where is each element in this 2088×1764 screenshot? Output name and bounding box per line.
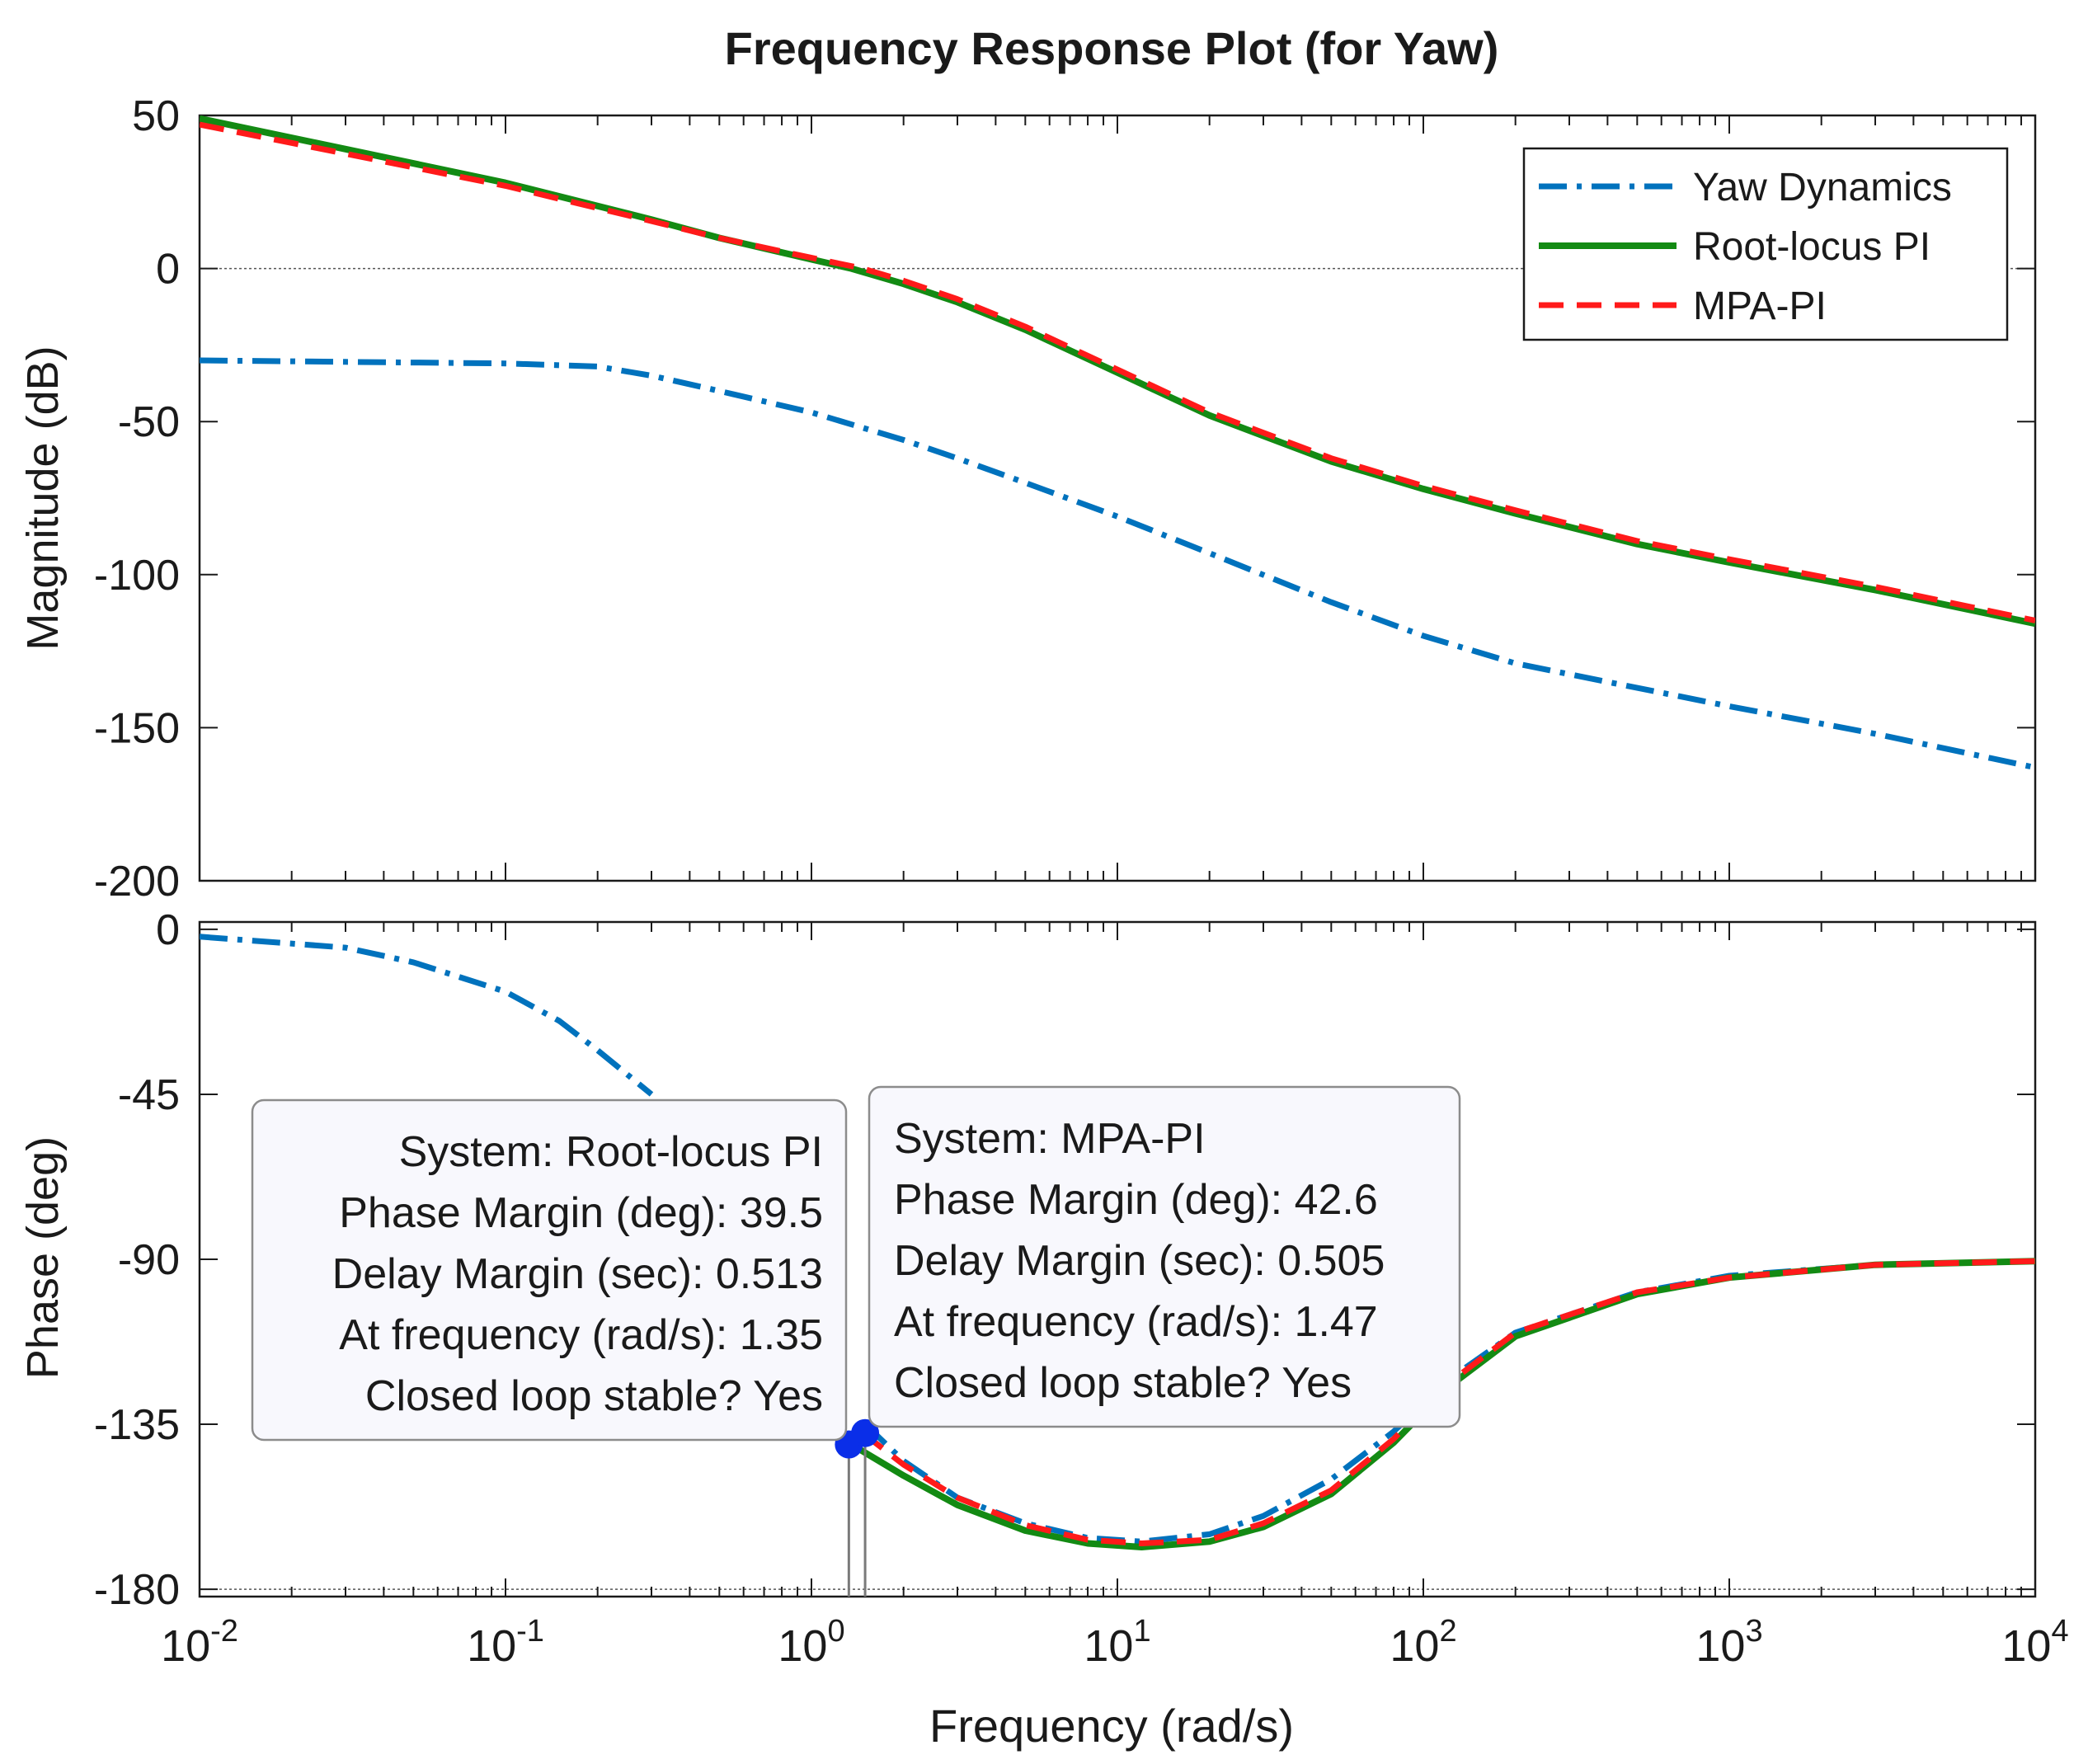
y-tick-label: -150 — [94, 704, 180, 752]
series-line-mpa — [200, 121, 2035, 623]
y-tick-label: 50 — [132, 92, 180, 140]
datatip-line: Closed loop stable? Yes — [894, 1359, 1352, 1407]
y-tick-label: -200 — [94, 858, 180, 906]
datatip-box[interactable] — [868, 1085, 1461, 1428]
y-tick-label: -180 — [94, 1566, 180, 1614]
datatip-line: At frequency (rad/s): 1.35 — [339, 1311, 823, 1359]
datatip-line: Closed loop stable? Yes — [365, 1372, 823, 1420]
x-tick-label: 100 — [778, 1614, 844, 1671]
y-axis-label-phase: Phase (deg) — [18, 1136, 68, 1379]
x-tick-label: 102 — [1390, 1614, 1456, 1671]
series-line-yaw — [200, 934, 654, 1097]
datatip-line: Delay Margin (sec): 0.513 — [332, 1250, 823, 1298]
datatip-line: System: MPA-PI — [894, 1115, 1206, 1163]
y-tick-label: -135 — [94, 1401, 180, 1449]
legend-label-rootlocus: Root-locus PI — [1693, 225, 1930, 269]
datatip-line: Delay Margin (sec): 0.505 — [894, 1237, 1385, 1285]
x-tick-label: 104 — [2001, 1614, 2068, 1671]
x-tick-label: 10-2 — [161, 1614, 238, 1671]
legend-label-yaw: Yaw Dynamics — [1693, 166, 1952, 209]
datatip-line: System: Root-locus PI — [399, 1128, 823, 1176]
x-tick-label: 10-1 — [467, 1614, 544, 1671]
x-tick-label: 103 — [1695, 1614, 1762, 1671]
y-tick-label: -90 — [118, 1236, 180, 1284]
datatip-line: Phase Margin (deg): 39.5 — [339, 1189, 823, 1237]
datatip-line: At frequency (rad/s): 1.47 — [894, 1298, 1378, 1346]
phase-margin-marker[interactable] — [851, 1418, 880, 1447]
y-tick-label: -45 — [118, 1071, 180, 1119]
series-line-yaw — [200, 357, 2035, 771]
y-tick-label: 0 — [156, 246, 180, 294]
y-axis-label-magnitude: Magnitude (dB) — [18, 346, 68, 650]
x-axis-label: Frequency (rad/s) — [929, 1700, 1294, 1752]
datatips: System: Root-locus PI Phase Margin (deg):… — [251, 1085, 1461, 1442]
x-tick-label: 101 — [1084, 1614, 1150, 1671]
y-tick-label: -100 — [94, 552, 180, 600]
datatip-line: Phase Margin (deg): 42.6 — [894, 1176, 1378, 1224]
legend: Yaw Dynamics Root-locus PI MPA-PI — [1522, 147, 2009, 341]
series-line-mpa — [860, 1258, 2035, 1546]
chart-title: Frequency Response Plot (for Yaw) — [725, 22, 1499, 74]
datatip-box[interactable] — [251, 1098, 848, 1442]
y-tick-label: 0 — [156, 906, 180, 954]
y-tick-label: -50 — [118, 398, 180, 446]
legend-label-mpa: MPA-PI — [1693, 285, 1827, 328]
